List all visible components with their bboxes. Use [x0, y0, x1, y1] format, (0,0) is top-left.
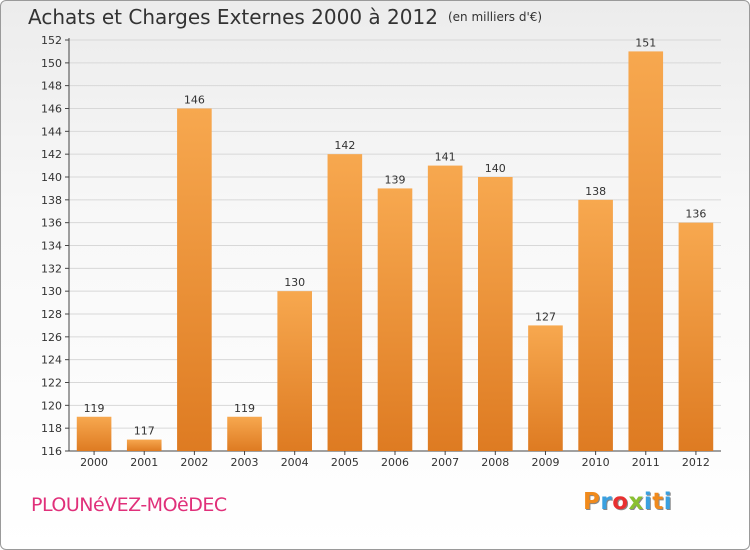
- bar: [126, 439, 162, 451]
- data-label: 141: [435, 151, 456, 164]
- logo-letter: P: [583, 489, 601, 515]
- bar: [327, 154, 363, 451]
- bar: [478, 177, 513, 451]
- x-tick-label: 2011: [632, 456, 660, 469]
- data-label: 146: [184, 94, 205, 107]
- y-tick-label: 140: [41, 171, 62, 184]
- data-label: 151: [635, 36, 656, 49]
- logo-letter: x: [628, 489, 644, 515]
- data-label: 138: [585, 185, 606, 198]
- x-tick-label: 2006: [381, 456, 409, 469]
- data-label: 130: [284, 276, 305, 289]
- bar: [628, 51, 664, 452]
- y-tick-label: 142: [41, 148, 62, 161]
- x-tick-label: 2012: [682, 456, 710, 469]
- y-tick-label: 144: [41, 125, 62, 138]
- bar: [227, 416, 262, 451]
- y-tick-label: 130: [41, 285, 62, 298]
- y-tick-label: 124: [41, 354, 62, 367]
- bar: [177, 108, 212, 451]
- y-tick-label: 120: [41, 399, 62, 412]
- data-label: 139: [385, 173, 406, 186]
- title-text: Achats et Charges Externes 2000 à 2012: [28, 5, 438, 29]
- x-tick-label: 2000: [80, 456, 108, 469]
- y-tick-label: 146: [41, 103, 62, 116]
- data-label: 117: [134, 425, 155, 438]
- x-tick-label: 2004: [281, 456, 309, 469]
- x-tick-label: 2005: [331, 456, 359, 469]
- x-tick-label: 2002: [180, 456, 208, 469]
- bar: [277, 291, 312, 451]
- x-tick-label: 2001: [130, 456, 158, 469]
- y-tick-label: 148: [41, 80, 62, 93]
- y-tick-label: 134: [41, 240, 62, 253]
- logo-letter: i: [643, 489, 653, 515]
- bar: [578, 199, 613, 451]
- logo-letter: i: [663, 489, 673, 515]
- bar: [528, 325, 563, 451]
- bar: [427, 165, 463, 452]
- data-label: 142: [334, 139, 355, 152]
- y-tick-label: 126: [41, 331, 62, 344]
- x-tick-label: 2008: [481, 456, 509, 469]
- x-tick-label: 2009: [531, 456, 559, 469]
- x-tick-label: 2010: [582, 456, 610, 469]
- y-tick-label: 116: [41, 445, 62, 458]
- data-label: 136: [685, 208, 706, 221]
- y-tick-label: 136: [41, 217, 62, 230]
- bar: [377, 188, 413, 451]
- unit-text: (en milliers d'€): [447, 10, 543, 24]
- y-tick-label: 128: [41, 308, 62, 321]
- bar: [678, 222, 714, 451]
- proxiti-logo: Proxiti: [583, 489, 672, 515]
- y-tick-label: 152: [41, 34, 62, 47]
- data-label: 127: [535, 310, 556, 323]
- y-tick-label: 122: [41, 377, 62, 390]
- logo-letter: o: [612, 489, 629, 515]
- logo-letter: r: [600, 489, 613, 515]
- y-tick-label: 150: [41, 57, 62, 70]
- logo-letter: t: [652, 489, 664, 515]
- y-tick-label: 132: [41, 262, 62, 275]
- x-tick-label: 2007: [431, 456, 459, 469]
- data-label: 119: [234, 402, 255, 415]
- x-tick-label: 2003: [231, 456, 259, 469]
- y-tick-label: 138: [41, 194, 62, 207]
- y-tick-label: 118: [41, 422, 62, 435]
- chart-title: Achats et Charges Externes 2000 à 2012 (e…: [28, 5, 542, 29]
- commune-name: PLOUNéVEZ-MOëDEC: [31, 494, 227, 516]
- data-label: 140: [485, 162, 506, 175]
- data-label: 119: [84, 402, 105, 415]
- bar: [76, 416, 112, 451]
